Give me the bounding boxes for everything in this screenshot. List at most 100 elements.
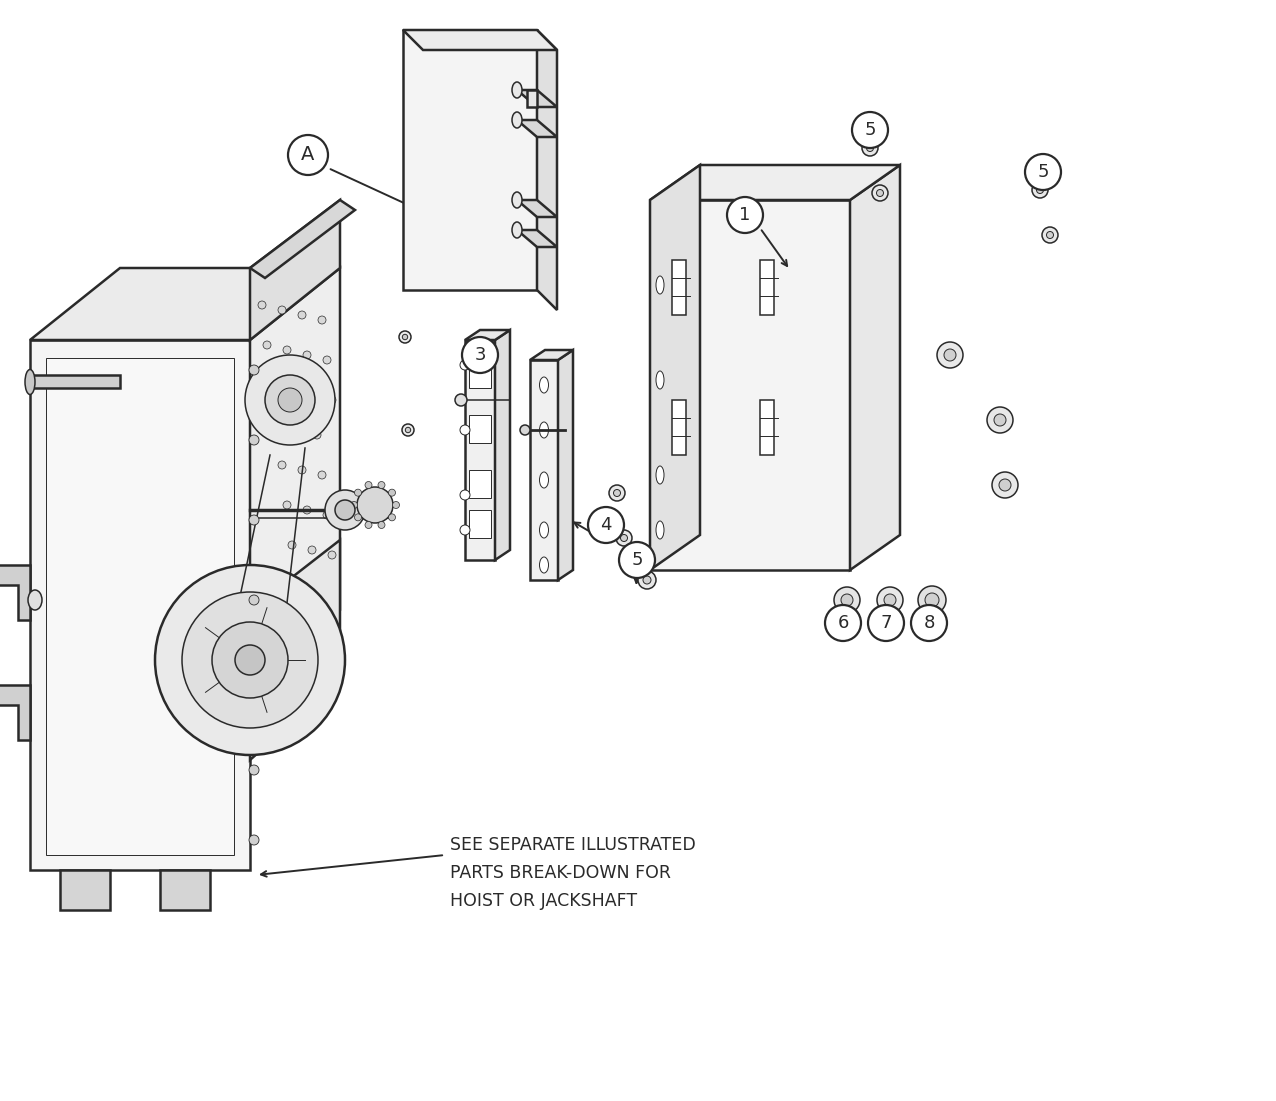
Circle shape (328, 550, 336, 559)
Circle shape (609, 486, 625, 501)
Circle shape (308, 546, 316, 554)
Circle shape (258, 301, 265, 309)
Text: 7: 7 (880, 614, 892, 632)
Text: 3: 3 (475, 346, 486, 364)
Circle shape (299, 466, 306, 475)
Polygon shape (470, 415, 491, 443)
Polygon shape (250, 200, 339, 340)
Circle shape (357, 487, 393, 523)
Circle shape (283, 346, 291, 355)
Circle shape (263, 341, 271, 349)
Polygon shape (470, 360, 491, 388)
Polygon shape (672, 400, 686, 455)
Polygon shape (558, 350, 573, 580)
Circle shape (318, 316, 325, 324)
Circle shape (462, 337, 498, 373)
Circle shape (456, 394, 467, 406)
Polygon shape (760, 400, 775, 455)
Circle shape (884, 595, 896, 606)
Ellipse shape (656, 521, 664, 539)
Text: A: A (301, 145, 315, 164)
Ellipse shape (540, 377, 549, 393)
Polygon shape (850, 165, 900, 570)
Circle shape (868, 606, 903, 641)
Circle shape (1025, 154, 1062, 190)
Polygon shape (250, 200, 355, 277)
Circle shape (278, 306, 286, 314)
Circle shape (917, 586, 946, 614)
Polygon shape (0, 565, 31, 620)
Circle shape (863, 140, 878, 156)
Polygon shape (464, 340, 495, 560)
Circle shape (994, 414, 1005, 426)
Circle shape (399, 331, 411, 344)
Circle shape (323, 356, 330, 364)
Circle shape (355, 489, 361, 497)
Circle shape (866, 144, 874, 152)
Ellipse shape (540, 472, 549, 488)
Circle shape (727, 197, 763, 233)
Polygon shape (517, 200, 558, 217)
Circle shape (1042, 227, 1058, 243)
Circle shape (841, 595, 852, 606)
Polygon shape (517, 230, 558, 247)
Ellipse shape (656, 276, 664, 294)
Circle shape (999, 479, 1011, 491)
Ellipse shape (28, 590, 42, 610)
Circle shape (378, 522, 385, 528)
Circle shape (388, 489, 396, 497)
Ellipse shape (512, 112, 522, 128)
Circle shape (302, 351, 311, 359)
Polygon shape (403, 30, 537, 290)
Circle shape (313, 430, 322, 439)
Polygon shape (495, 330, 510, 560)
Polygon shape (760, 260, 775, 315)
Circle shape (620, 534, 628, 542)
Polygon shape (250, 268, 339, 680)
Polygon shape (160, 870, 211, 911)
Circle shape (588, 506, 624, 543)
Polygon shape (31, 340, 250, 870)
Ellipse shape (540, 522, 549, 538)
Circle shape (182, 592, 318, 728)
Circle shape (393, 501, 399, 509)
Text: 5: 5 (864, 121, 875, 139)
Ellipse shape (656, 466, 664, 484)
Ellipse shape (512, 192, 522, 208)
Circle shape (461, 425, 470, 435)
Circle shape (877, 587, 903, 613)
Polygon shape (672, 260, 686, 315)
Circle shape (249, 835, 259, 844)
Ellipse shape (656, 371, 664, 389)
Circle shape (616, 530, 632, 546)
Polygon shape (403, 30, 558, 50)
Ellipse shape (540, 557, 549, 573)
Circle shape (283, 501, 291, 509)
Text: 5: 5 (1037, 163, 1049, 181)
Circle shape (365, 522, 373, 528)
Text: 6: 6 (837, 614, 849, 632)
Circle shape (325, 490, 365, 530)
Text: 5: 5 (632, 550, 643, 569)
Circle shape (1036, 186, 1044, 194)
Polygon shape (60, 870, 110, 911)
Circle shape (1046, 231, 1054, 239)
Polygon shape (0, 685, 31, 740)
Polygon shape (46, 358, 234, 855)
Circle shape (328, 396, 336, 404)
Circle shape (402, 424, 413, 436)
Circle shape (154, 565, 345, 755)
Circle shape (245, 355, 336, 445)
Polygon shape (527, 90, 537, 107)
Circle shape (293, 426, 301, 434)
Circle shape (925, 593, 939, 607)
Circle shape (273, 421, 281, 429)
Circle shape (308, 391, 316, 399)
Circle shape (355, 514, 361, 521)
Circle shape (351, 501, 357, 509)
Circle shape (249, 675, 259, 685)
Text: 8: 8 (924, 614, 935, 632)
Text: 4: 4 (600, 516, 611, 534)
Polygon shape (530, 360, 558, 580)
Circle shape (288, 135, 328, 175)
